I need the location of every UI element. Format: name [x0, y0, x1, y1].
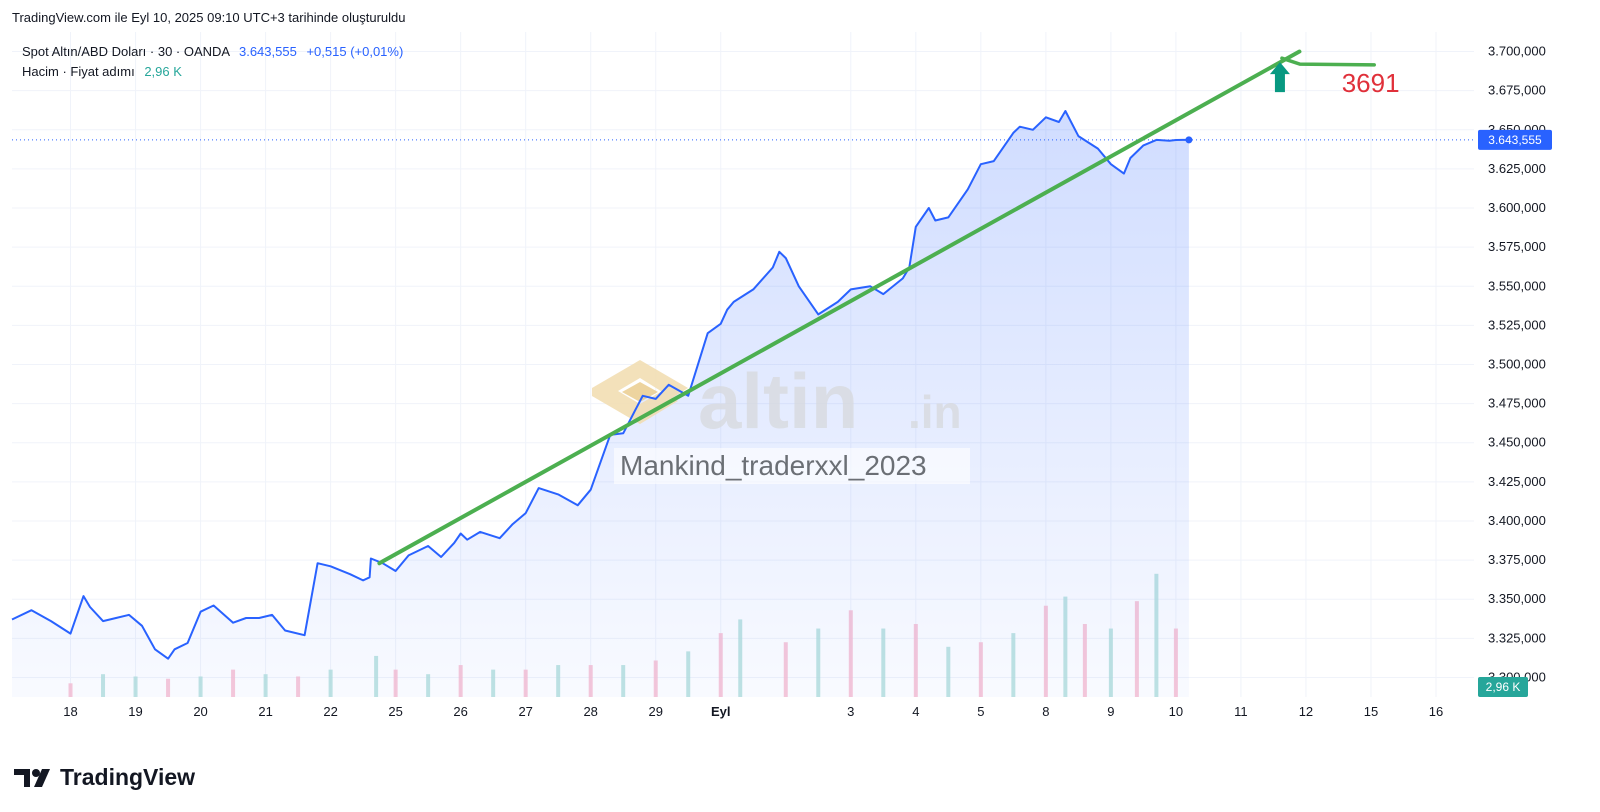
price-tick-label: 3.425,000 — [1488, 474, 1546, 489]
arrow-shape — [1269, 62, 1290, 93]
time-tick-label: 25 — [388, 704, 402, 719]
time-tick-label: 15 — [1364, 704, 1378, 719]
last-price-badge-text: 3.643,555 — [1488, 133, 1542, 147]
time-tick-label: 19 — [128, 704, 142, 719]
volume-badge-text: 2,96 K — [1486, 680, 1521, 694]
legend-main-row: Spot Altın/ABD Doları · 30 · OANDA 3.643… — [22, 42, 403, 62]
brand-name: TradingView — [60, 764, 196, 790]
volume-value: 2,96 K — [144, 64, 182, 79]
time-tick-label: 3 — [847, 704, 854, 719]
price-tick-label: 3.450,000 — [1488, 435, 1546, 450]
axis-badges: 3.643,555 2,96 K — [1478, 129, 1552, 697]
watermark-logo-suffix: .in — [908, 386, 962, 438]
time-tick-label: 10 — [1169, 704, 1183, 719]
symbol-name[interactable]: Spot Altın/ABD Doları · 30 · OANDA — [22, 44, 230, 59]
price-tick-label: 3.625,000 — [1488, 161, 1546, 176]
price-tick-label: 3.525,000 — [1488, 317, 1546, 332]
price-tick-label: 3.575,000 — [1488, 239, 1546, 254]
current-price: 3.643,555 — [238, 44, 297, 59]
time-tick-label: 20 — [193, 704, 207, 719]
time-tick-label: 8 — [1042, 704, 1049, 719]
tradingview-brand[interactable]: TradingView — [14, 764, 195, 791]
time-tick-label: 16 — [1429, 704, 1443, 719]
price-tick-label: 3.550,000 — [1488, 278, 1546, 293]
time-tick-label: 22 — [323, 704, 337, 719]
price-tick-label: 3.675,000 — [1488, 83, 1546, 98]
up-arrow-icon[interactable] — [1269, 62, 1290, 93]
volume-badge — [1478, 677, 1528, 697]
price-axis[interactable]: 3.300,0003.325,0003.350,0003.375,0003.40… — [1488, 44, 1546, 685]
price-tick-label: 3.350,000 — [1488, 591, 1546, 606]
price-change: +0,515 (+0,01%) — [306, 44, 404, 59]
watermark-author: Mankind_traderxxl_2023 — [620, 450, 927, 481]
time-tick-label: 28 — [583, 704, 597, 719]
time-tick-label: 9 — [1107, 704, 1114, 719]
price-line[interactable] — [11, 110, 1189, 660]
price-tick-label: 3.600,000 — [1488, 200, 1546, 215]
price-area-fill — [12, 111, 1189, 697]
price-tick-label: 3.475,000 — [1488, 396, 1546, 411]
time-tick-label: 26 — [453, 704, 467, 719]
target-note[interactable]: 3691 — [1342, 68, 1400, 98]
trend-line[interactable] — [377, 49, 1302, 566]
time-tick-label: 18 — [63, 704, 77, 719]
price-tick-label: 3.375,000 — [1488, 552, 1546, 567]
time-tick-label: 11 — [1234, 704, 1248, 719]
time-tick-label: Eyl — [711, 704, 731, 719]
header-note: TradingView.com ile Eyl 10, 2025 09:10 U… — [12, 10, 406, 25]
price-tick-label: 3.700,000 — [1488, 44, 1546, 59]
price-tick-label: 3.400,000 — [1488, 513, 1546, 528]
time-tick-label: 21 — [258, 704, 272, 719]
tradingview-logo-icon — [14, 768, 50, 787]
time-tick-label: 12 — [1299, 704, 1313, 719]
time-axis[interactable]: 18 19 20 21 22 25 26 27 28 29 Eyl 3 4 5 8 9 10 11 12 15 16 — [63, 704, 1443, 719]
time-tick-label: 29 — [648, 704, 662, 719]
last-price-badge — [1478, 129, 1552, 150]
price-tick-label: 3.500,000 — [1488, 357, 1546, 372]
target-pointer-line[interactable] — [1280, 56, 1376, 67]
time-tick-label: 27 — [518, 704, 532, 719]
symbol-legend: Spot Altın/ABD Doları · 30 · OANDA 3.643… — [22, 42, 403, 82]
time-tick-label: 4 — [912, 704, 919, 719]
time-tick-label: 5 — [977, 704, 984, 719]
watermark-logo-text: altin — [698, 357, 858, 445]
price-tick-label: 3.325,000 — [1488, 630, 1546, 645]
legend-volume-row: Hacim · Fiyat adımı 2,96 K — [22, 62, 403, 82]
volume-label[interactable]: Hacim · Fiyat adımı — [22, 64, 135, 79]
